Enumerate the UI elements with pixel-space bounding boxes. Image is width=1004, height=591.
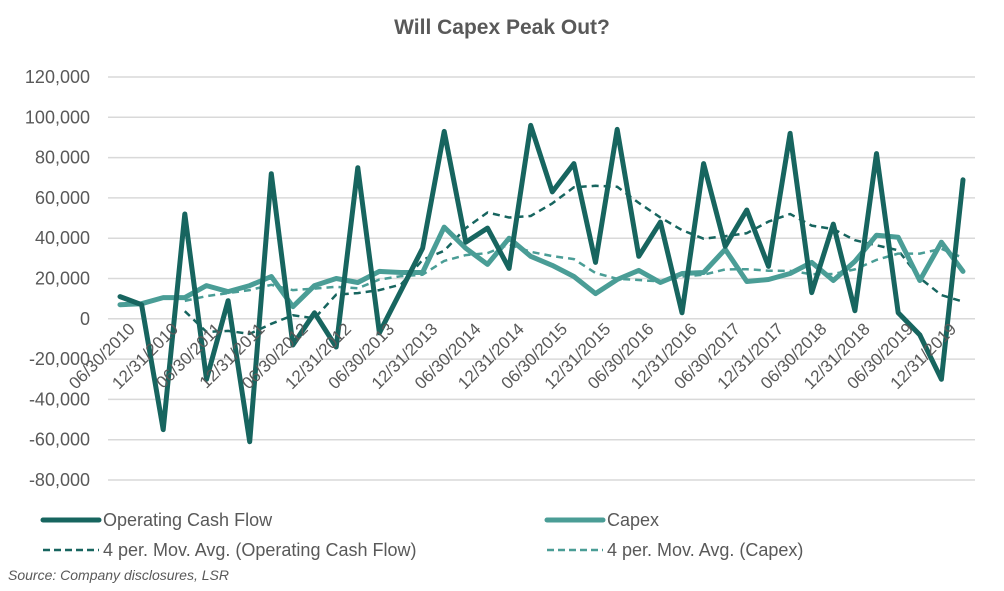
legend-item: Capex [544, 510, 659, 530]
legend-item: 4 per. Mov. Avg. (Operating Cash Flow) [43, 540, 416, 560]
y-tick-label: -20,000 [29, 349, 90, 369]
legend-item: 4 per. Mov. Avg. (Capex) [547, 540, 803, 560]
x-axis-ticks: 06/30/201012/31/201006/30/201112/31/2011… [65, 319, 960, 393]
chart-title: Will Capex Peak Out? [394, 16, 610, 39]
y-tick-label: 120,000 [25, 67, 90, 87]
legend-label: 4 per. Mov. Avg. (Capex) [607, 540, 803, 560]
y-tick-label: 20,000 [35, 269, 90, 289]
legend-label: Operating Cash Flow [103, 510, 273, 530]
y-tick-label: 100,000 [25, 107, 90, 127]
series-lines [117, 122, 966, 445]
y-tick-label: -40,000 [29, 389, 90, 409]
series-line-operating-cash-flow [117, 122, 966, 445]
y-tick-label: 80,000 [35, 148, 90, 168]
y-tick-label: 0 [80, 309, 90, 329]
series-line-4-per-mov-avg-capex [184, 243, 964, 303]
y-tick-label: -60,000 [29, 430, 90, 450]
legend-item: Operating Cash Flow [40, 510, 273, 530]
y-tick-label: 40,000 [35, 228, 90, 248]
y-tick-label: 60,000 [35, 188, 90, 208]
legend: Operating Cash Flow Capex 4 per. Mov. Avg.… [40, 510, 803, 560]
legend-label: 4 per. Mov. Avg. (Operating Cash Flow) [103, 540, 416, 560]
y-tick-label: -80,000 [29, 470, 90, 490]
y-axis-ticks: 120,000 100,000 80,000 60,000 40,000 20,000 0 -… [25, 67, 90, 490]
legend-label: Capex [607, 510, 659, 530]
source-note: Source: Company disclosures, LSR [8, 567, 229, 583]
